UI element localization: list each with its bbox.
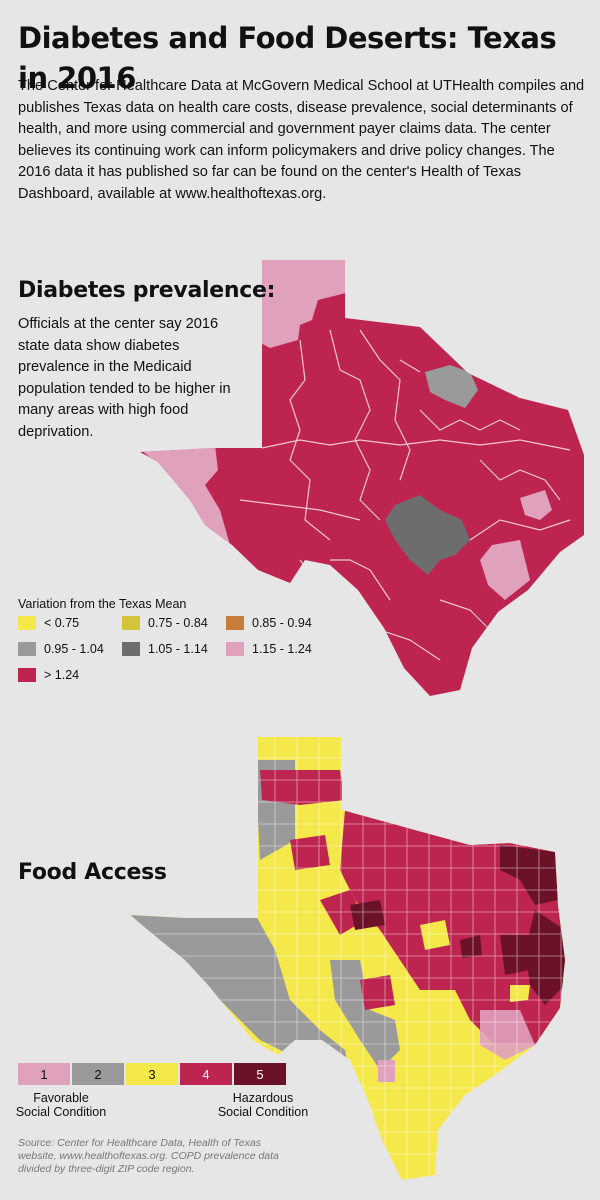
intro-paragraph: The Center for Healthcare Data at McGove… — [18, 78, 585, 202]
source-note: Source: Center for Healthcare Data, Heal… — [18, 1137, 279, 1175]
legend-swatch — [122, 642, 140, 656]
legend-swatch — [18, 668, 36, 682]
legend-swatch — [18, 642, 36, 656]
legend-item: 0.85 - 0.94 — [226, 616, 312, 630]
hazardous-label: Hazardous Social Condition — [217, 1091, 309, 1119]
region-southeast — [480, 540, 530, 600]
diabetes-heading: Diabetes prevalence: — [18, 278, 276, 303]
region-dfw — [425, 365, 478, 408]
legend-item: 1.15 - 1.24 — [226, 642, 312, 656]
legend-swatch — [226, 642, 244, 656]
legend-item: 0.95 - 1.04 — [18, 642, 104, 656]
food-access-heading: Food Access — [18, 860, 167, 885]
region-panhandle — [255, 260, 350, 348]
region-east — [520, 490, 552, 520]
scale-cell: 3 — [126, 1063, 178, 1085]
legend-title: Variation from the Texas Mean — [18, 597, 187, 611]
legend-item: < 0.75 — [18, 616, 79, 630]
legend-swatch — [122, 616, 140, 630]
scale-cell: 2 — [72, 1063, 124, 1085]
page-title: Diabetes and Food Deserts: Texas in 2016 — [18, 21, 557, 95]
legend-item: 0.75 - 0.84 — [122, 616, 208, 630]
legend-item: > 1.24 — [18, 668, 79, 682]
food-access-legend: 1 2 3 4 5 Favorable Social Condition Haz… — [16, 1063, 318, 1123]
legend-item: 1.05 - 1.14 — [122, 642, 208, 656]
scale-cell: 4 — [180, 1063, 232, 1085]
region-west — [140, 445, 230, 545]
legend-swatch — [226, 616, 244, 630]
scale-cell: 1 — [18, 1063, 70, 1085]
scale-cell: 5 — [234, 1063, 286, 1085]
diabetes-legend: < 0.75 0.75 - 0.84 0.85 - 0.94 0.95 - 1.… — [18, 616, 318, 688]
legend-swatch — [18, 616, 36, 630]
favorable-label: Favorable Social Condition — [15, 1091, 107, 1119]
diabetes-text: Officials at the center say 2016 state d… — [18, 316, 231, 440]
region-central — [385, 495, 470, 575]
